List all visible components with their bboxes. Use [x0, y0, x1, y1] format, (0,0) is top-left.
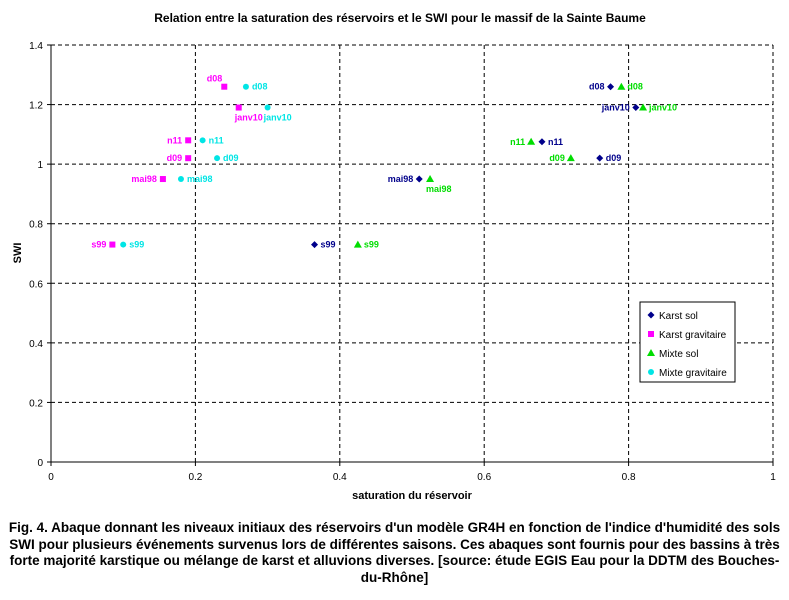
data-point-karst-sol: [415, 175, 423, 183]
legend-marker: [647, 311, 655, 319]
point-label: n11: [209, 135, 224, 145]
point-label: d08: [627, 82, 643, 92]
data-point-mixte-gravitaire: [177, 176, 184, 183]
data-point-karst-gravitaire: [235, 104, 242, 111]
legend-marker: [648, 331, 654, 337]
legend-label: Mixte sol: [659, 349, 698, 360]
point-label: d09: [549, 153, 565, 163]
point-label: mai98: [388, 174, 414, 184]
data-point-mixte-sol: [353, 240, 362, 248]
legend-box: [639, 301, 736, 383]
x-tick-label: 0: [48, 472, 54, 483]
point-label: janv10: [234, 113, 263, 123]
x-tick-label: 0.4: [333, 472, 347, 483]
point-label: s99: [321, 240, 336, 250]
data-point-karst-sol: [538, 138, 546, 146]
data-point-mixte-sol: [617, 82, 626, 90]
data-point-karst-gravitaire: [185, 137, 192, 144]
point-label: n11: [167, 135, 182, 145]
data-point-mixte-gravitaire: [242, 83, 249, 90]
x-tick-label: 0.2: [188, 472, 202, 483]
point-label: n11: [510, 137, 525, 147]
data-point-karst-gravitaire: [109, 241, 116, 248]
point-label: janv10: [648, 103, 677, 113]
data-point-karst-gravitaire: [185, 155, 192, 162]
point-label: s99: [364, 240, 379, 250]
point-label: d08: [589, 82, 605, 92]
y-tick-label: 1.2: [29, 101, 43, 112]
data-point-mixte-sol: [639, 103, 648, 111]
x-tick-label: 0.6: [477, 472, 491, 483]
data-point-mixte-gravitaire: [264, 104, 271, 111]
x-tick-label: 1: [770, 472, 776, 483]
data-point-mixte-gravitaire: [120, 241, 127, 248]
point-label: mai98: [131, 174, 157, 184]
point-label: d09: [606, 153, 622, 163]
y-tick-label: 0: [37, 458, 43, 469]
y-tick-label: 1.4: [29, 41, 43, 52]
legend: Karst sol Karst gravitaire Mixte sol Mixte …: [639, 301, 736, 383]
y-tick-label: 1: [37, 160, 43, 171]
data-point-karst-sol: [311, 241, 319, 249]
point-label: mai98: [426, 184, 452, 194]
x-tick-label: 0.8: [622, 472, 636, 483]
legend-marker: [648, 369, 654, 375]
scatter-chart: Relation entre la saturation des réservo…: [12, 11, 776, 502]
figure-caption: Fig. 4. Abaque donnant les niveaux initi…: [8, 520, 781, 585]
point-label: mai98: [187, 174, 213, 184]
y-tick-label: 0.2: [29, 398, 43, 409]
y-tick-label: 0.8: [29, 220, 43, 231]
legend-marker: [647, 349, 655, 356]
legend-label: Karst gravitaire: [659, 330, 727, 341]
point-label: d08: [252, 82, 268, 92]
x-axis-title: saturation du réservoir: [352, 490, 473, 502]
data-point-mixte-sol: [527, 137, 536, 145]
data-point-mixte-gravitaire: [199, 137, 206, 144]
point-label: s99: [91, 240, 106, 250]
point-label: d09: [167, 153, 183, 163]
data-point-karst-gravitaire: [159, 176, 166, 183]
data-point-karst-sol: [607, 83, 615, 91]
point-label: s99: [129, 240, 144, 250]
y-tick-label: 0.4: [29, 339, 43, 350]
point-label: janv10: [601, 103, 630, 113]
legend-label: Mixte gravitaire: [659, 368, 727, 379]
chart-title: Relation entre la saturation des réservo…: [154, 11, 646, 25]
data-point-mixte-sol: [426, 175, 435, 183]
point-label: janv10: [263, 113, 292, 123]
data-point-mixte-gravitaire: [214, 155, 221, 162]
data-point-mixte-sol: [566, 154, 575, 162]
data-point-karst-gravitaire: [221, 83, 228, 90]
point-label: d08: [207, 74, 223, 84]
point-label: n11: [548, 137, 563, 147]
data-point-karst-sol: [632, 104, 640, 112]
legend-label: Karst sol: [659, 311, 698, 322]
point-label: d09: [223, 153, 239, 163]
y-tick-label: 0.6: [29, 279, 43, 290]
y-axis-title: SWI: [12, 243, 24, 264]
plot-area: 0 0.2 0.4 0.6 0.8 1 1.2 1.4 0 0.2 0.4 0.6 0.8 1 d08 jan…: [29, 41, 776, 483]
data-point-karst-sol: [596, 154, 604, 162]
